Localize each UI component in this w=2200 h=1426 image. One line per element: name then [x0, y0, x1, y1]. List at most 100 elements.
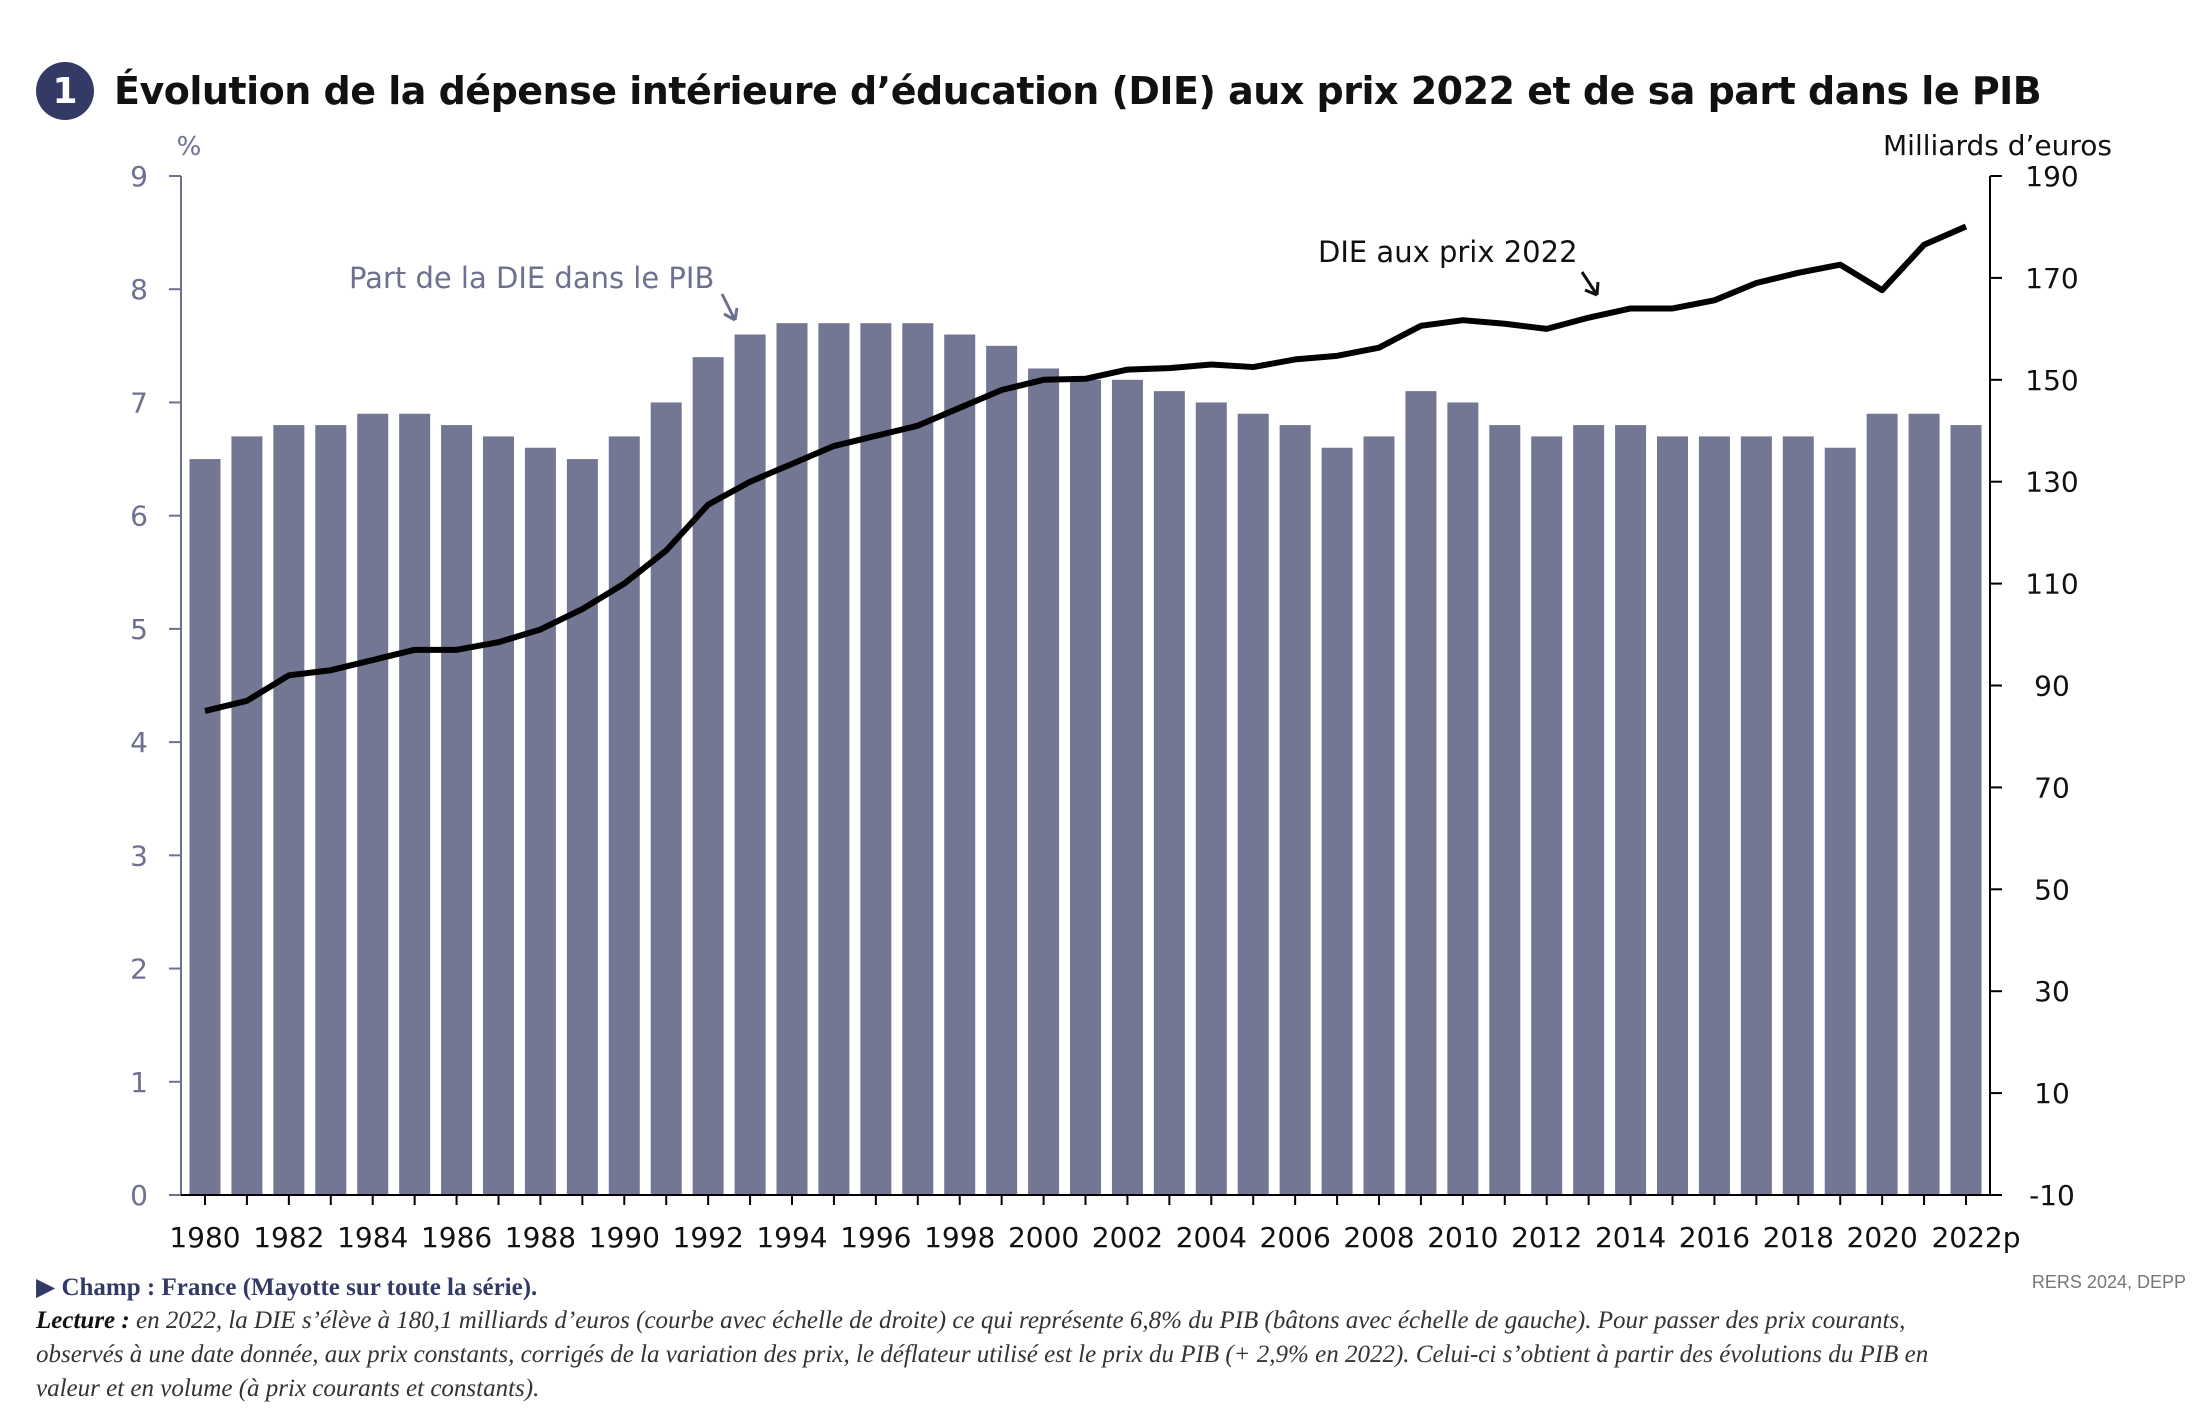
bar-2008: [1363, 436, 1395, 1195]
x-tick-label: 2016: [1679, 1221, 1750, 1254]
x-tick-label: 2000: [1008, 1221, 1079, 1254]
x-tick-label: 2006: [1260, 1221, 1331, 1254]
bar-1984: [357, 413, 389, 1195]
left-tick-label: 5: [130, 613, 148, 646]
bar-2013: [1573, 425, 1605, 1196]
bar-2019: [1824, 447, 1856, 1195]
right-tick-label: 170: [2025, 262, 2078, 295]
bar-1993: [734, 334, 766, 1195]
bar-2000: [1028, 368, 1060, 1195]
bar-1987: [483, 436, 514, 1195]
chart-title: Évolution de la dépense intérieure d’édu…: [114, 69, 2042, 113]
right-tick-label: 190: [2025, 160, 2078, 193]
reading-note-label: Lecture :: [36, 1307, 130, 1334]
bar-2011: [1489, 425, 1521, 1196]
bar-2003: [1153, 391, 1185, 1196]
bar-2009: [1405, 391, 1437, 1196]
right-tick-label: 30: [2034, 975, 2070, 1008]
x-tick-label: 1984: [337, 1221, 408, 1254]
bar-2007: [1321, 447, 1353, 1195]
bar-1996: [860, 323, 892, 1195]
x-tick-label: 1990: [589, 1221, 660, 1254]
left-tick-label: 7: [130, 386, 148, 419]
bar-1980: [189, 459, 221, 1195]
annotation-line-arrow: [1580, 271, 1600, 297]
bar-2006: [1279, 425, 1311, 1196]
right-tick-label: 50: [2034, 873, 2070, 906]
bar-1991: [650, 402, 682, 1195]
right-tick-label: 90: [2034, 670, 2070, 703]
bar-1992: [692, 357, 724, 1196]
x-tick-label: 1994: [756, 1221, 827, 1254]
bar-2020: [1866, 413, 1898, 1195]
bar-2016: [1698, 436, 1730, 1195]
bar-2022: [1950, 425, 1982, 1196]
bar-2004: [1195, 402, 1227, 1195]
x-tick-label: 1980: [169, 1221, 240, 1254]
annotation-bars: Part de la DIE dans le PIB: [349, 261, 714, 295]
x-tick-label: 2004: [1176, 1221, 1247, 1254]
bar-2021: [1908, 413, 1940, 1195]
bar-1997: [902, 323, 934, 1195]
left-axis-unit: %: [177, 132, 202, 162]
right-tick-label: 150: [2025, 364, 2078, 397]
left-tick-label: 3: [130, 839, 148, 872]
bar-2002: [1111, 379, 1143, 1195]
right-axis-unit: Milliards d’euros: [1883, 129, 2112, 162]
x-tick-label: 2008: [1343, 1221, 1414, 1254]
left-tick-label: 2: [130, 953, 148, 986]
x-tick-label: 2010: [1427, 1221, 1498, 1254]
x-tick-label: 1992: [673, 1221, 744, 1254]
right-tick-label: 130: [2025, 466, 2078, 499]
left-tick-label: 9: [130, 160, 148, 193]
scope-note: ▶ Champ : France (Mayotte sur toute la s…: [36, 1274, 538, 1301]
right-tick-label: 110: [2025, 568, 2078, 601]
bar-2014: [1615, 425, 1647, 1196]
bar-1998: [944, 334, 976, 1195]
left-tick-label: 6: [130, 500, 148, 533]
left-tick-label: 8: [130, 273, 148, 306]
source-note: RERS 2024, DEPP: [2031, 1272, 2186, 1292]
left-tick-label: 0: [130, 1179, 148, 1212]
x-tick-label: 2018: [1763, 1221, 1834, 1254]
bar-1981: [231, 436, 263, 1195]
bar-2015: [1657, 436, 1688, 1195]
bar-2005: [1237, 413, 1269, 1195]
right-tick-label: 10: [2034, 1077, 2070, 1110]
x-tick-label: 1986: [421, 1221, 492, 1254]
annotation-bars-arrow: [720, 293, 739, 322]
bar-1983: [315, 425, 347, 1196]
x-tick-label: 1988: [505, 1221, 576, 1254]
x-tick-label: 2022p: [1931, 1221, 2020, 1254]
reading-note: Lecture : en 2022, la DIE s’élève à 180,…: [36, 1304, 1956, 1406]
bar-1989: [566, 459, 598, 1195]
bar-2001: [1070, 379, 1101, 1195]
x-tick-label: 2012: [1511, 1221, 1582, 1254]
annotation-line: DIE aux prix 2022: [1318, 235, 1578, 269]
bar-1988: [524, 447, 556, 1195]
x-tick-label: 1996: [840, 1221, 911, 1254]
bar-1999: [986, 345, 1018, 1195]
reading-note-text: en 2022, la DIE s’élève à 180,1 milliard…: [36, 1307, 1929, 1402]
bar-2017: [1740, 436, 1772, 1195]
bar-2018: [1782, 436, 1814, 1195]
chart-title-row: 1 Évolution de la dépense intérieure d’é…: [36, 62, 2042, 120]
bar-2010: [1447, 402, 1479, 1195]
bar-1982: [273, 425, 305, 1196]
left-tick-label: 4: [130, 726, 148, 759]
figure-number-badge: 1: [36, 62, 94, 120]
left-tick-label: 1: [130, 1066, 148, 1099]
bar-2012: [1531, 436, 1563, 1195]
bar-1985: [399, 413, 431, 1195]
x-tick-label: 1982: [253, 1221, 324, 1254]
x-tick-label: 1998: [924, 1221, 995, 1254]
right-tick-label: 70: [2034, 771, 2070, 804]
right-tick-label: -10: [2029, 1179, 2075, 1212]
bar-1995: [818, 323, 850, 1195]
bar-1986: [441, 425, 473, 1196]
bar-1990: [608, 436, 640, 1195]
x-tick-label: 2014: [1595, 1221, 1666, 1254]
x-tick-label: 2020: [1847, 1221, 1918, 1254]
bar-1994: [776, 323, 808, 1195]
